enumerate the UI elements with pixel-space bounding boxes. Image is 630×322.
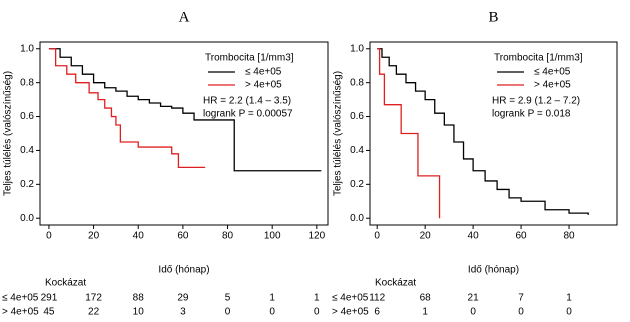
risk-count: 0 <box>314 307 320 318</box>
y-tick-label: 0.4 <box>350 145 364 156</box>
risk-title: Kockázat <box>45 278 86 289</box>
risk-count: 291 <box>41 293 58 304</box>
risk-title: Kockázat <box>375 278 416 289</box>
legend-label: ≤ 4e+05 <box>245 67 282 78</box>
risk-count: 112 <box>369 293 385 304</box>
x-tick-label: 60 <box>177 231 189 242</box>
annotation: logrank P = 0.018 <box>492 109 571 120</box>
risk-count: 22 <box>88 307 100 318</box>
legend-title: Trombocita [1/mm3] <box>205 53 294 64</box>
panel-title: A <box>179 9 190 25</box>
risk-count: 0 <box>470 307 476 318</box>
survival-curve <box>377 48 441 219</box>
annotation: HR = 2.9 (1.2 – 7.2) <box>492 96 580 107</box>
risk-count: 1 <box>314 293 320 304</box>
x-tick-label: 80 <box>222 231 234 242</box>
y-tick-label: 1.0 <box>20 43 34 54</box>
risk-count: 6 <box>374 307 380 318</box>
plot-frame <box>369 41 618 226</box>
x-tick-label: 100 <box>264 231 281 242</box>
x-tick-label: 40 <box>468 231 480 242</box>
legend-label: > 4e+05 <box>534 80 571 91</box>
risk-count: 5 <box>225 293 231 304</box>
risk-count: 0 <box>566 307 572 318</box>
risk-count: 7 <box>518 293 524 304</box>
x-axis-label: Idő (hónap) <box>158 265 209 276</box>
panel-title: B <box>488 9 498 25</box>
risk-count: 0 <box>225 307 231 318</box>
x-tick-label: 80 <box>563 231 575 242</box>
y-tick-label: 0.0 <box>20 213 34 224</box>
risk-row-label: > 4e+05 <box>332 307 369 318</box>
risk-count: 1 <box>566 293 572 304</box>
x-tick-label: 0 <box>374 231 380 242</box>
y-tick-label: 0.8 <box>350 77 364 88</box>
plot-frame <box>39 41 329 226</box>
risk-count: 0 <box>269 307 275 318</box>
x-axis-label: Idő (hónap) <box>468 265 519 276</box>
x-tick-label: 20 <box>420 231 432 242</box>
risk-count: 1 <box>269 293 275 304</box>
risk-count: 10 <box>133 307 145 318</box>
y-tick-label: 0.8 <box>20 77 34 88</box>
legend-title: Trombocita [1/mm3] <box>494 53 583 64</box>
x-tick-label: 120 <box>308 231 325 242</box>
annotation: logrank P = 0.00057 <box>203 109 293 120</box>
risk-count: 0 <box>518 307 524 318</box>
risk-count: 88 <box>133 293 145 304</box>
y-tick-label: 0.2 <box>350 179 364 190</box>
risk-row-label: ≤ 4e+05 <box>332 293 369 304</box>
y-tick-label: 0.2 <box>20 179 34 190</box>
risk-count: 45 <box>43 307 55 318</box>
risk-row-label: ≤ 4e+05 <box>2 293 39 304</box>
y-axis-label: Teljes túlélés (valószínűség) <box>333 71 344 196</box>
risk-count: 1 <box>422 307 428 318</box>
risk-count: 3 <box>180 307 186 318</box>
y-tick-label: 0.0 <box>350 213 364 224</box>
survival-curve <box>48 48 322 172</box>
risk-row-label: > 4e+05 <box>2 307 39 318</box>
survival-curve <box>48 48 206 169</box>
y-tick-label: 1.0 <box>350 43 364 54</box>
x-tick-label: 60 <box>516 231 528 242</box>
risk-count: 29 <box>177 293 189 304</box>
y-tick-label: 0.6 <box>20 111 34 122</box>
y-axis-label: Teljes túlélés (valószínűség) <box>3 71 14 196</box>
legend-label: > 4e+05 <box>245 80 282 91</box>
risk-count: 172 <box>85 293 102 304</box>
x-tick-label: 40 <box>133 231 145 242</box>
survival-curve <box>377 48 589 215</box>
annotation: HR = 2.2 (1.4 – 3.5) <box>203 96 291 107</box>
risk-count: 21 <box>468 293 480 304</box>
y-tick-label: 0.4 <box>20 145 34 156</box>
y-tick-label: 0.6 <box>350 111 364 122</box>
x-tick-label: 20 <box>88 231 100 242</box>
risk-count: 68 <box>420 293 432 304</box>
x-tick-label: 0 <box>46 231 52 242</box>
legend-label: ≤ 4e+05 <box>534 67 571 78</box>
